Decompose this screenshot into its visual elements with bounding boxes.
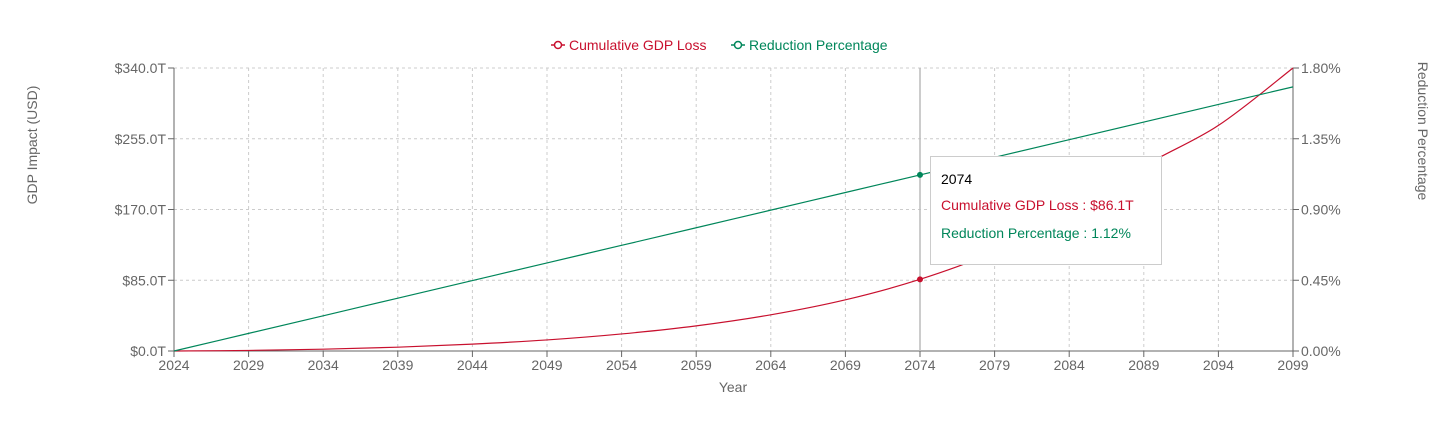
x-tick-label: 2099 bbox=[1277, 357, 1308, 373]
x-tick-label: 2074 bbox=[904, 357, 935, 373]
x-tick-label: 2094 bbox=[1203, 357, 1234, 373]
x-tick-label: 2024 bbox=[158, 357, 189, 373]
x-tick-label: 2059 bbox=[681, 357, 712, 373]
y-right-tick-label: 0.90% bbox=[1301, 202, 1341, 218]
legend-gdp-label: Cumulative GDP Loss bbox=[569, 37, 706, 53]
y-axis-right-title: Reduction Percentage bbox=[1415, 62, 1431, 201]
x-tick-label: 2029 bbox=[233, 357, 264, 373]
legend-item-gdp[interactable]: Cumulative GDP Loss bbox=[551, 37, 706, 53]
x-axis-title: Year bbox=[719, 379, 748, 395]
tooltip: 2074 Cumulative GDP Loss : $86.1T Reduct… bbox=[930, 156, 1162, 265]
gdp-loss-active-point bbox=[917, 276, 923, 283]
x-tick-label: 2064 bbox=[755, 357, 786, 373]
y-left-tick-label: $255.0T bbox=[115, 131, 167, 147]
reduction-active-point bbox=[917, 171, 923, 178]
y-right-tick-label: 1.35% bbox=[1301, 131, 1341, 147]
y-right-tick-label: 0.00% bbox=[1301, 343, 1341, 359]
x-tick-label: 2034 bbox=[308, 357, 339, 373]
x-tick-label: 2039 bbox=[382, 357, 413, 373]
y-left-tick-label: $340.0T bbox=[115, 60, 167, 76]
x-tick-label: 2054 bbox=[606, 357, 637, 373]
y-right-tick-label: 1.80% bbox=[1301, 60, 1341, 76]
y-left-tick-label: $170.0T bbox=[115, 202, 167, 218]
x-tick-label: 2044 bbox=[457, 357, 488, 373]
x-tick-label: 2089 bbox=[1128, 357, 1159, 373]
legend-reduction-label: Reduction Percentage bbox=[749, 37, 888, 53]
tooltip-reduction-value: Reduction Percentage : 1.12% bbox=[941, 225, 1131, 241]
reduction-percentage-line bbox=[173, 86, 1294, 352]
x-tick-label: 2049 bbox=[531, 357, 562, 373]
x-tick-label: 2079 bbox=[979, 357, 1010, 373]
legend[interactable]: Cumulative GDP Loss Reduction Percentage bbox=[551, 37, 888, 53]
y-left-tick-label: $85.0T bbox=[122, 272, 166, 288]
legend-gdp-marker bbox=[553, 40, 563, 50]
y-axis-left-title: GDP Impact (USD) bbox=[24, 86, 40, 205]
y-right-tick-label: 0.45% bbox=[1301, 272, 1341, 288]
axes bbox=[168, 67, 1299, 357]
x-tick-label: 2069 bbox=[830, 357, 861, 373]
legend-reduction-marker bbox=[733, 40, 743, 50]
tooltip-year: 2074 bbox=[941, 171, 973, 187]
tick-labels: $0.0T 0.00% $85.0T 0.45% $170.0T 0.90% $255.0T… bbox=[115, 60, 1341, 373]
tooltip-gdp-value: Cumulative GDP Loss : $86.1T bbox=[941, 197, 1134, 213]
legend-item-reduction[interactable]: Reduction Percentage bbox=[731, 37, 888, 53]
x-tick-label: 2084 bbox=[1054, 357, 1085, 373]
y-left-tick-label: $0.0T bbox=[130, 343, 166, 359]
